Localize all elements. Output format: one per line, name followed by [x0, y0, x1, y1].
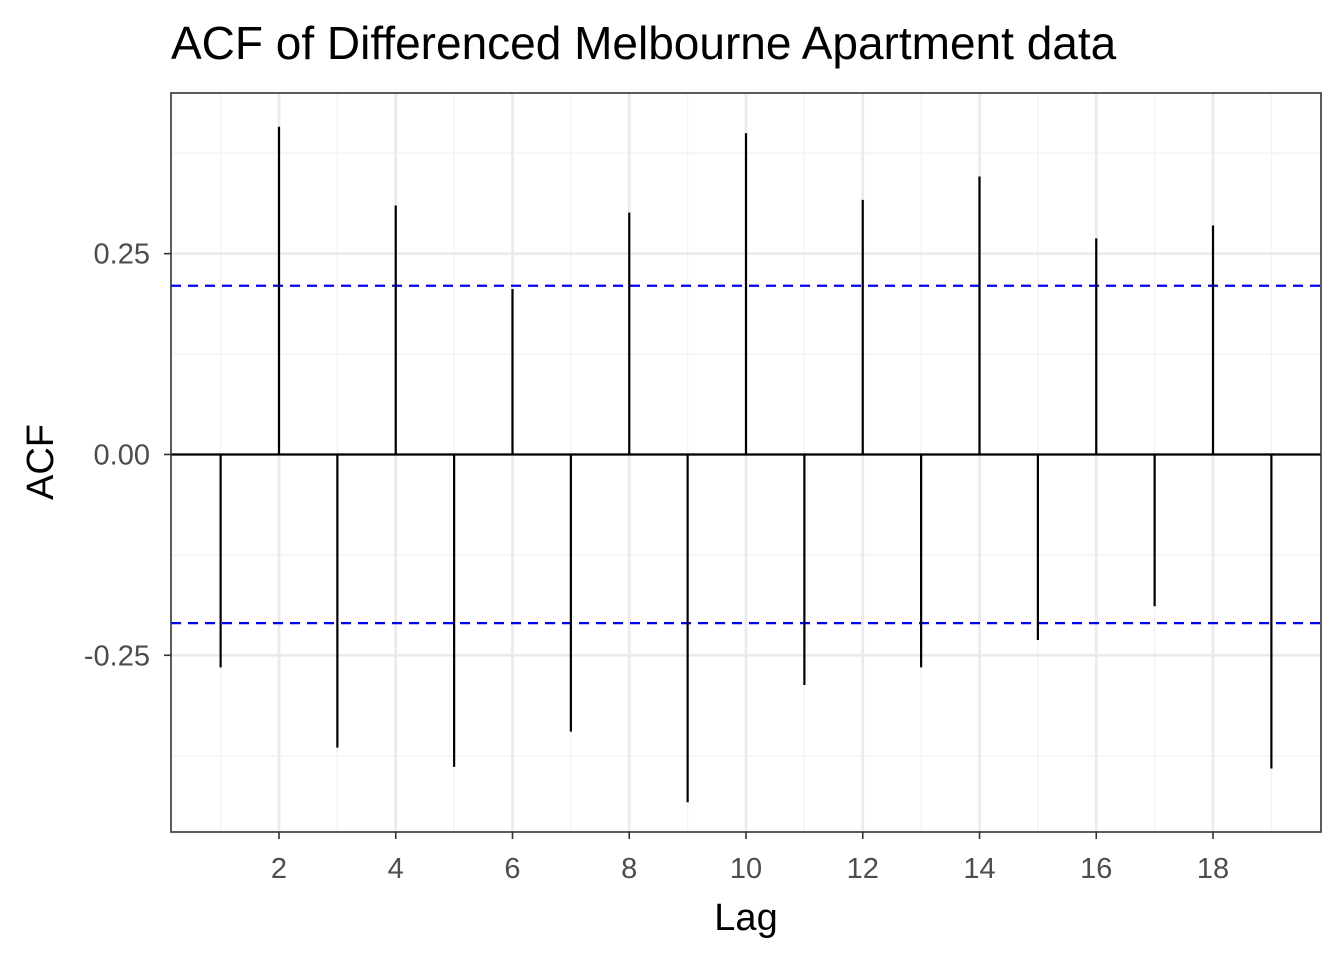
x-tick-label: 12 [847, 853, 879, 885]
y-tick-label: -0.25 [84, 640, 150, 672]
x-axis-title: Lag [714, 897, 777, 939]
y-tick-label: 0.25 [94, 239, 150, 271]
x-tick-label: 8 [621, 853, 637, 885]
x-tick-label: 2 [271, 853, 287, 885]
x-tick-label: 18 [1197, 853, 1229, 885]
chart-title: ACF of Differenced Melbourne Apartment d… [171, 17, 1117, 69]
confidence-bounds [171, 284, 1321, 625]
x-tick-label: 14 [963, 853, 995, 885]
x-tick-label: 4 [388, 853, 404, 885]
x-axis: 2 4 6 8 10 12 14 16 18 [271, 832, 1229, 885]
x-tick-label: 6 [504, 853, 520, 885]
acf-bars [219, 126, 1273, 803]
x-tick-label: 10 [730, 853, 762, 885]
y-tick-label: 0.00 [94, 439, 150, 471]
y-axis-title: ACF [20, 424, 62, 500]
y-axis: -0.25 0.00 0.25 [84, 239, 171, 672]
x-tick-label: 16 [1080, 853, 1112, 885]
